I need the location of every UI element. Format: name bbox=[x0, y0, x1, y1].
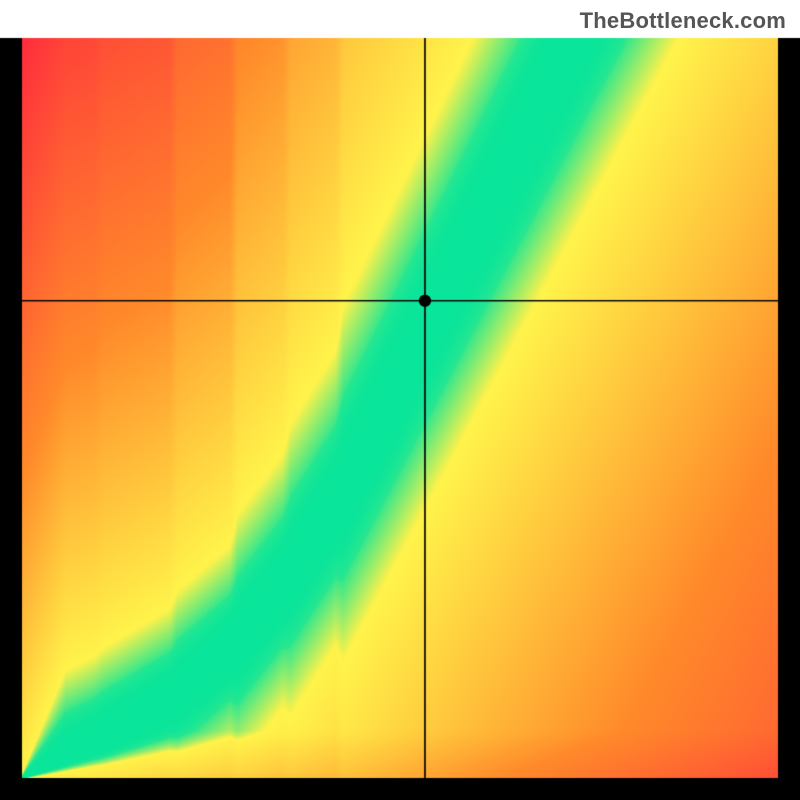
attribution-label: TheBottleneck.com bbox=[580, 8, 786, 34]
bottleneck-heatmap bbox=[0, 0, 800, 800]
chart-container: TheBottleneck.com bbox=[0, 0, 800, 800]
